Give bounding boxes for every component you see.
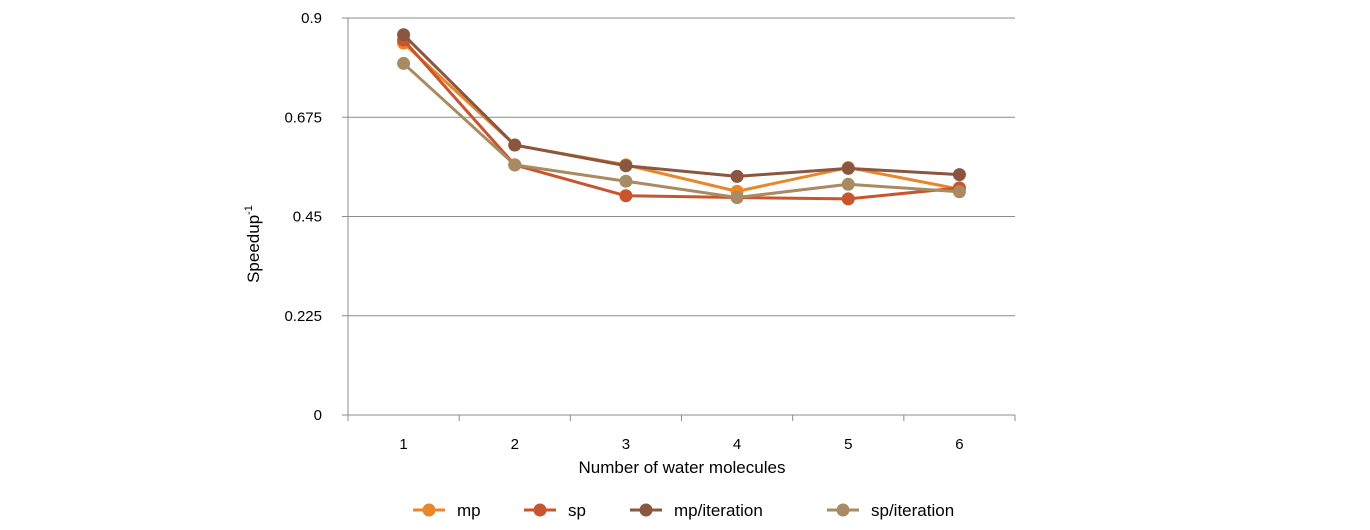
- data-point: [841, 192, 855, 206]
- legend-label: sp/iteration: [871, 501, 954, 520]
- legend-item: sp: [524, 501, 586, 520]
- x-axis-title: Number of water molecules: [579, 458, 786, 477]
- legend-label: mp/iteration: [674, 501, 763, 520]
- legend-item: mp/iteration: [630, 501, 763, 520]
- legend-label: sp: [568, 501, 586, 520]
- legend-label: mp: [457, 501, 481, 520]
- series-sp-iteration: [397, 56, 966, 205]
- series-line: [402, 33, 960, 178]
- data-point: [508, 138, 522, 152]
- data-point: [730, 191, 744, 205]
- y-axis-title: Speedup-1: [243, 205, 263, 283]
- legend-swatch-marker: [422, 503, 436, 517]
- data-point: [619, 174, 633, 188]
- data-point: [841, 161, 855, 175]
- x-tick-label: 2: [511, 436, 519, 453]
- legend-swatch-marker: [836, 503, 850, 517]
- data-point: [508, 158, 522, 172]
- series-mp-iteration: [397, 28, 966, 183]
- y-tick-label: 0.9: [301, 10, 322, 27]
- y-tick-label: 0: [314, 407, 322, 424]
- data-point: [397, 28, 411, 42]
- x-tick-label: 3: [622, 436, 630, 453]
- data-point: [619, 159, 633, 173]
- data-point: [397, 56, 411, 70]
- series-line: [402, 39, 960, 201]
- data-point: [730, 169, 744, 183]
- data-point: [841, 177, 855, 191]
- legend: mp sp mp/iteration sp/iteration: [413, 501, 954, 520]
- legend-swatch-marker: [533, 503, 547, 517]
- gridlines: [348, 17, 1015, 317]
- x-tick-label: 5: [844, 436, 852, 453]
- x-tick-label: 6: [955, 436, 963, 453]
- y-tick-label: 0.675: [284, 109, 322, 126]
- y-axis-title-superscript: -1: [243, 205, 255, 215]
- x-axis: 1 2 3 4 5 6: [347, 414, 1016, 453]
- series-group: [397, 28, 966, 206]
- series-line: [402, 62, 960, 200]
- x-tick-label: 1: [399, 436, 407, 453]
- data-point: [952, 168, 966, 182]
- y-axis-title-text: Speedup: [244, 215, 263, 283]
- legend-item: mp: [413, 501, 481, 520]
- data-point: [952, 185, 966, 199]
- y-tick-label: 0.45: [293, 209, 322, 226]
- x-tick-label: 4: [733, 436, 741, 453]
- data-point: [619, 189, 633, 203]
- y-axis-ticks: 0 0.225 0.45 0.675 0.9: [284, 10, 348, 424]
- legend-swatch-marker: [639, 503, 653, 517]
- y-tick-label: 0.225: [284, 308, 322, 325]
- legend-item: sp/iteration: [827, 501, 954, 520]
